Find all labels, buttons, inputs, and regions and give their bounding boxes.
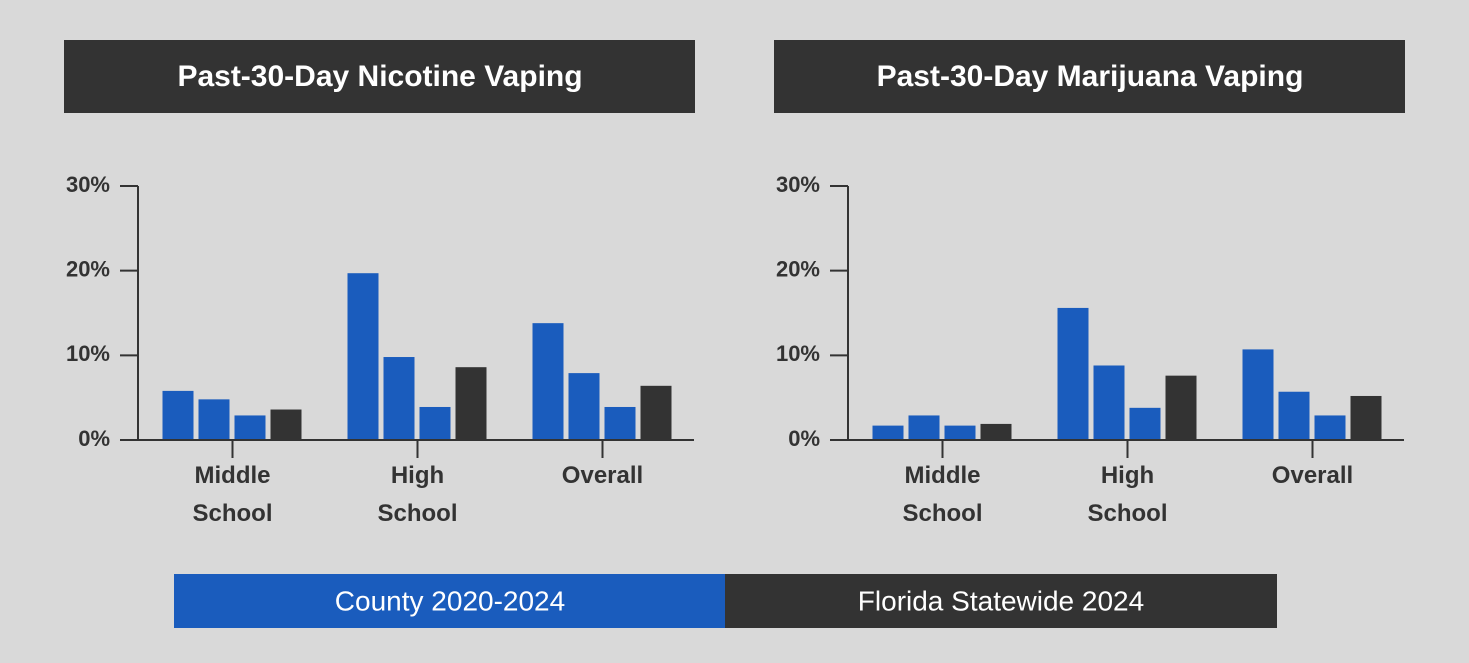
bar [1093,365,1125,440]
x-tick-label-box: High School [377,462,458,527]
title-box [774,40,1405,113]
y-tick-label: 30% [776,172,820,197]
x-tick-label: High School [1087,462,1168,527]
bar [270,409,302,440]
legend-label: County 2020-2024 [335,585,565,616]
bar [347,273,379,440]
legend-label: Florida Statewide 2024 [858,585,1144,616]
x-tick-label: High School [377,462,458,527]
bar [383,357,415,440]
bar [872,425,904,440]
bar [944,425,976,440]
x-tick-label-box: Overall [561,462,644,489]
y-tick-label: 20% [776,256,820,281]
x-tick-label: Overall [1271,462,1354,489]
bar [640,385,672,440]
bar [568,373,600,440]
bar [1165,375,1197,440]
bar [1057,307,1089,440]
bar [532,323,564,440]
legend-swatch [725,574,1277,628]
bar [162,390,194,440]
title-box [64,40,695,113]
y-tick-label: 30% [66,172,110,197]
bar [1278,391,1310,440]
bar [419,406,451,440]
x-tick-label-box: High School [1087,462,1168,527]
x-tick-label-box: Overall [1271,462,1354,489]
bar [1129,407,1161,440]
y-tick-label: 20% [66,256,110,281]
bar [1242,349,1274,440]
bar [198,399,230,440]
bar [1350,395,1382,440]
x-tick-label-box: Middle School [902,462,983,527]
x-tick-label: Overall [561,462,644,489]
x-tick-label: Middle School [902,462,983,527]
bar [1314,415,1346,440]
legend-swatch [174,574,726,628]
y-tick-label: 10% [66,341,110,366]
y-tick-label: 0% [788,426,820,451]
x-tick-label-box: Middle School [192,462,273,527]
chart-title: Past-30-Day Marijuana Vaping [877,60,1304,93]
y-tick-label: 10% [776,341,820,366]
chart-title: Past-30-Day Nicotine Vaping [177,60,582,93]
x-tick-label: Middle School [192,462,273,527]
y-tick-label: 0% [78,426,110,451]
bar [908,415,940,440]
bar [604,406,636,440]
bar [980,423,1012,440]
bar [234,415,266,440]
bar [455,367,487,440]
